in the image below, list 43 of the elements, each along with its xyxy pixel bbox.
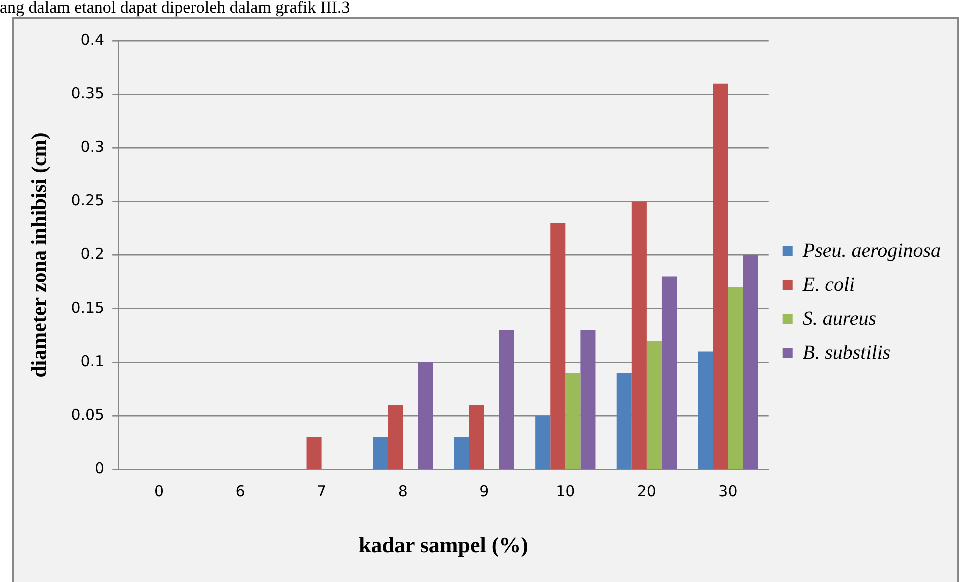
x-tick-label: 10 — [556, 482, 576, 500]
y-tick-label: 0.05 — [71, 406, 105, 424]
y-axis-title: diameter zona inhibisi (cm) — [27, 132, 52, 378]
y-tick-label: 0.2 — [80, 245, 105, 264]
x-axis-title: kadar sampel (%) — [358, 532, 528, 558]
legend-label: E. coli — [802, 274, 856, 296]
bar — [306, 437, 322, 469]
y-tick-label: 0.15 — [71, 298, 105, 317]
bar — [646, 341, 662, 469]
bar — [418, 362, 434, 469]
bar — [743, 255, 758, 469]
x-tick-label: 7 — [317, 482, 327, 500]
y-tick-label: 0.25 — [71, 192, 105, 210]
x-tick-label: 0 — [154, 482, 164, 500]
bar — [662, 276, 678, 469]
bar — [499, 330, 514, 469]
x-tick-label: 8 — [398, 482, 408, 500]
bar — [388, 405, 404, 469]
bar — [713, 84, 728, 469]
bar — [469, 405, 484, 469]
bar — [373, 437, 388, 469]
bar — [698, 352, 714, 469]
y-tick-label: 0.1 — [80, 352, 105, 370]
bar — [580, 330, 596, 469]
bar — [632, 202, 647, 469]
x-tick-label: 20 — [637, 482, 656, 500]
y-tick-label: 0.35 — [71, 84, 105, 102]
bar — [616, 373, 632, 469]
bar — [566, 373, 581, 469]
x-tick-label: 6 — [236, 482, 246, 500]
y-tick-label: 0.3 — [80, 138, 105, 156]
y-tick-label: 0 — [95, 459, 105, 478]
x-tick-label: 30 — [718, 482, 738, 500]
legend-label: Pseu. aeroginosa — [802, 240, 942, 262]
text: ang dalam etanol dapat diperoleh dalam grafik III.3 — [0, 0, 350, 17]
y-tick-label: 0.4 — [80, 30, 105, 49]
x-tick-label: 9 — [480, 482, 490, 500]
bar — [536, 416, 551, 469]
legend-label: B. substilis — [802, 342, 891, 364]
bar — [454, 437, 470, 469]
bar — [728, 287, 744, 469]
legend-label: S. aureus — [802, 308, 877, 330]
bar — [550, 223, 566, 469]
